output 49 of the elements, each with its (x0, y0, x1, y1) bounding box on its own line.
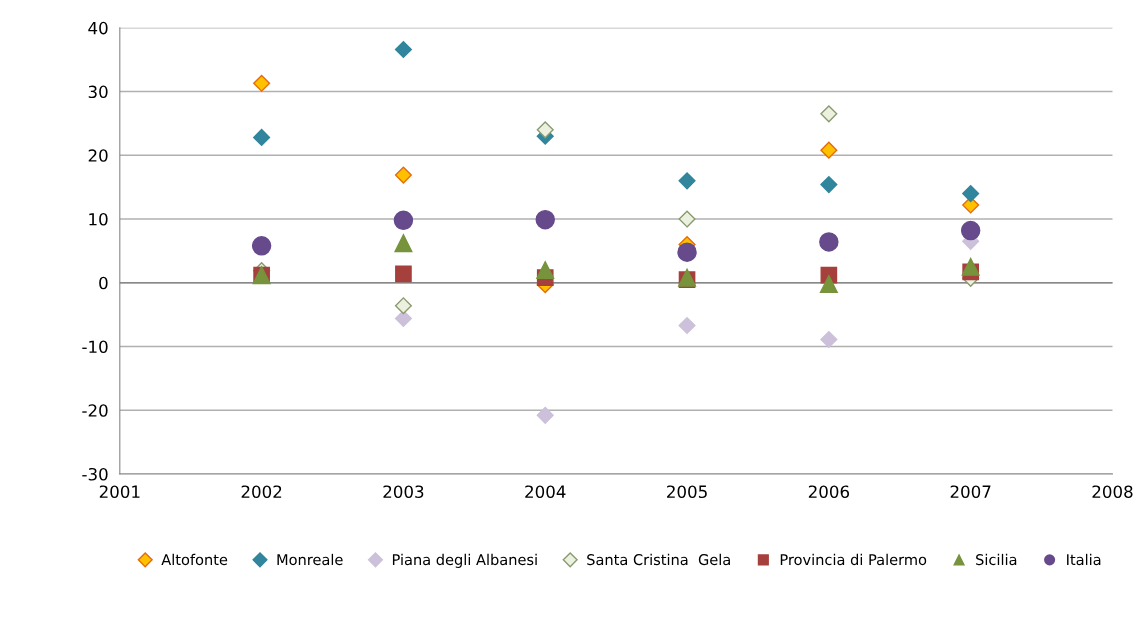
y-tick-label: -10 (82, 340, 108, 354)
x-tick-label: 2003 (383, 485, 424, 499)
x-tick-label: 2001 (99, 485, 140, 499)
point (819, 275, 838, 294)
legend-label: Italia (1067, 553, 1101, 566)
point (677, 242, 697, 262)
point (536, 406, 554, 424)
x-tick-label: 2002 (241, 485, 282, 499)
legend-label: Sicilia (976, 553, 1017, 566)
y-tick-label: 10 (89, 213, 108, 226)
point (678, 316, 696, 335)
point (960, 220, 981, 241)
legend-label: Piana degli Albanesi (392, 553, 537, 568)
point (253, 74, 271, 92)
point (820, 141, 838, 159)
point (395, 265, 412, 283)
legend-label: Santa Cristina Gela (587, 553, 730, 566)
legend-label: Monreale (277, 553, 343, 566)
y-tick-label: 30 (88, 85, 108, 99)
point (536, 121, 554, 139)
point (819, 232, 839, 252)
point (820, 105, 838, 123)
point (536, 260, 555, 280)
point (251, 236, 272, 256)
point (253, 128, 271, 146)
point (394, 166, 412, 184)
x-tick-label: 2008 (1092, 485, 1133, 499)
legend-label: Altofonte (161, 553, 228, 566)
x-tick-label: 2005 (667, 485, 707, 499)
point (394, 297, 412, 315)
point (678, 172, 696, 190)
y-tick-label: 20 (88, 149, 108, 162)
x-tick-label: 2004 (525, 485, 566, 499)
point (961, 257, 980, 276)
x-tick-label: 2007 (950, 485, 991, 499)
point (394, 234, 413, 253)
point (394, 40, 412, 59)
x-tick-label: 2006 (808, 485, 850, 499)
legend-label: Provincia di Palermo (780, 553, 927, 566)
y-tick-label: 40 (88, 21, 108, 35)
point (678, 210, 696, 228)
y-tick-label: -20 (82, 404, 108, 417)
point (820, 330, 838, 349)
point (393, 210, 414, 231)
y-tick-label: -30 (82, 467, 108, 481)
point (962, 184, 980, 203)
point (820, 176, 838, 194)
point (535, 209, 555, 230)
y-tick-label: 0 (99, 276, 108, 290)
